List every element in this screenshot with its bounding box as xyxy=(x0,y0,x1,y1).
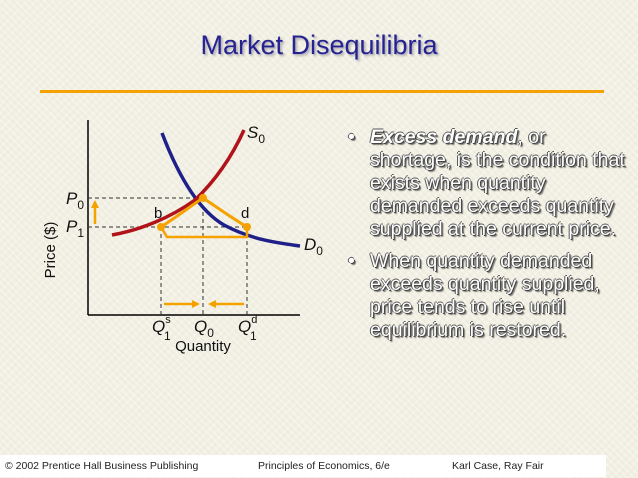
bullet-excess-demand: • Excess demand, or shortage, is the con… xyxy=(348,126,630,241)
q1d-sub: 1 xyxy=(250,329,257,343)
supply-curve-label: S0 xyxy=(247,123,265,146)
supply-demand-diagram: Price ($) P0 P1 b d S0 D0 xyxy=(42,120,323,355)
footer-bar: © 2002 Prentice Hall Business Publishing… xyxy=(0,455,606,477)
demand-adjust-path xyxy=(202,196,248,229)
point-d-label: d xyxy=(241,205,249,222)
bullet-text: , or shortage, is the condition that exi… xyxy=(370,126,625,240)
bullet-text: When quantity demanded exceeds quantity … xyxy=(370,250,600,341)
point-b-label: b xyxy=(154,205,162,222)
slide-title: Market Disequilibria xyxy=(200,30,438,60)
footer-authors: Karl Case, Ray Fair xyxy=(452,460,544,472)
bullet-list: • Excess demand, or shortage, is the con… xyxy=(348,126,630,351)
demand-curve xyxy=(160,132,301,248)
x-axis-label: Quantity xyxy=(175,338,231,355)
y-axis-label: Price ($) xyxy=(42,222,59,279)
supply-curve xyxy=(111,129,246,237)
point-d-dot xyxy=(243,223,251,231)
title-divider xyxy=(40,90,604,93)
q1d-label: Qd xyxy=(238,314,257,336)
demand-curve-label: D0 xyxy=(304,235,323,258)
supply-adjust-path xyxy=(160,196,204,229)
footer-copyright: © 2002 Prentice Hall Business Publishing xyxy=(5,460,199,472)
q1s-sub: 1 xyxy=(164,329,171,343)
bullet-marker: • xyxy=(348,250,355,272)
p1-label: P1 xyxy=(66,217,84,240)
footer-book-title: Principles of Economics, 6/e xyxy=(258,460,390,472)
bullet-price-adjustment: • When quantity demanded exceeds quantit… xyxy=(348,250,630,342)
point-b-dot xyxy=(157,223,165,231)
equilibrium-point xyxy=(199,194,207,202)
bullet-marker: • xyxy=(348,126,355,148)
q0-label: Q0 xyxy=(194,317,214,340)
term-excess-demand: Excess demand xyxy=(370,126,518,148)
shortage-bracket xyxy=(159,226,249,239)
p0-label: P0 xyxy=(66,189,84,212)
q1s-label: Qs xyxy=(152,314,171,336)
